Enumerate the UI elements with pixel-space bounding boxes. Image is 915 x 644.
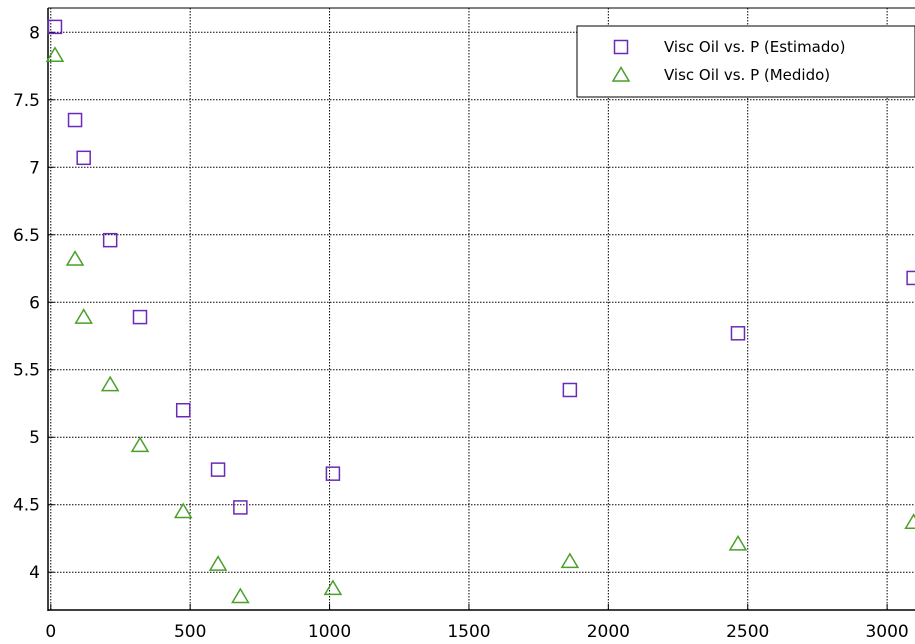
- triangle-point: [100, 375, 120, 392]
- y-tick-label: 4: [29, 563, 40, 583]
- x-tick-label: 500: [174, 622, 206, 642]
- legend-label: Visc Oil vs. P (Medido): [664, 66, 830, 84]
- square-point: [562, 382, 578, 398]
- y-tick-label: 7: [29, 158, 40, 178]
- x-tick-labels: 0 500 1000 1500 2000 2500 3000: [45, 622, 908, 642]
- square-point: [233, 500, 248, 515]
- triangle-point: [65, 250, 85, 266]
- legend-triangle-marker: [611, 66, 631, 82]
- legend: Visc Oil vs. P (Estimado) Visc Oil vs. P …: [576, 25, 915, 98]
- triangle-point: [208, 555, 228, 571]
- triangle-point: [323, 579, 343, 596]
- x-tick-label: 2000: [587, 622, 630, 642]
- triangle-point: [45, 46, 65, 62]
- square-point: [132, 309, 148, 325]
- triangle-point: [130, 436, 150, 453]
- y-tick-label: 5: [29, 428, 40, 448]
- triangle-point: [74, 308, 93, 324]
- square-point: [175, 402, 191, 418]
- triangle-point: [728, 534, 748, 551]
- triangle-point: [904, 513, 915, 530]
- legend-label: Visc Oil vs. P (Estimado): [664, 38, 845, 56]
- x-tick-label: 0: [45, 622, 56, 642]
- square-point: [325, 466, 341, 481]
- triangle-point: [173, 502, 193, 519]
- square-point: [102, 232, 118, 248]
- axes: [47, 7, 915, 611]
- y-tick-label: 6.5: [13, 226, 40, 246]
- grid: [48, 8, 915, 610]
- legend-square-marker: [613, 39, 629, 55]
- series-medido: [45, 46, 915, 604]
- y-tick-label: 4.5: [13, 496, 40, 516]
- legend-box: [576, 25, 915, 98]
- triangle-point: [231, 587, 250, 604]
- triangle-point: [560, 552, 580, 569]
- y-tick-label: 5.5: [13, 361, 40, 381]
- y-tick-labels: 4 4.5 5 5.5 6 6.5 7 7.5 8: [13, 23, 40, 583]
- y-tick-label: 8: [29, 23, 40, 43]
- square-point: [210, 462, 226, 477]
- x-tick-label: 1000: [308, 622, 351, 642]
- series-estimado: [47, 19, 915, 515]
- data-points: [45, 19, 915, 604]
- y-tick-label: 6: [29, 293, 40, 313]
- square-point: [67, 112, 83, 128]
- square-point: [76, 150, 91, 166]
- square-point: [47, 19, 63, 35]
- x-tick-label: 1500: [447, 622, 490, 642]
- x-tick-label: 3000: [865, 622, 908, 642]
- square-point: [906, 270, 915, 286]
- y-tick-label: 7.5: [13, 91, 40, 111]
- x-tick-label: 2500: [726, 622, 769, 642]
- square-point: [730, 326, 746, 341]
